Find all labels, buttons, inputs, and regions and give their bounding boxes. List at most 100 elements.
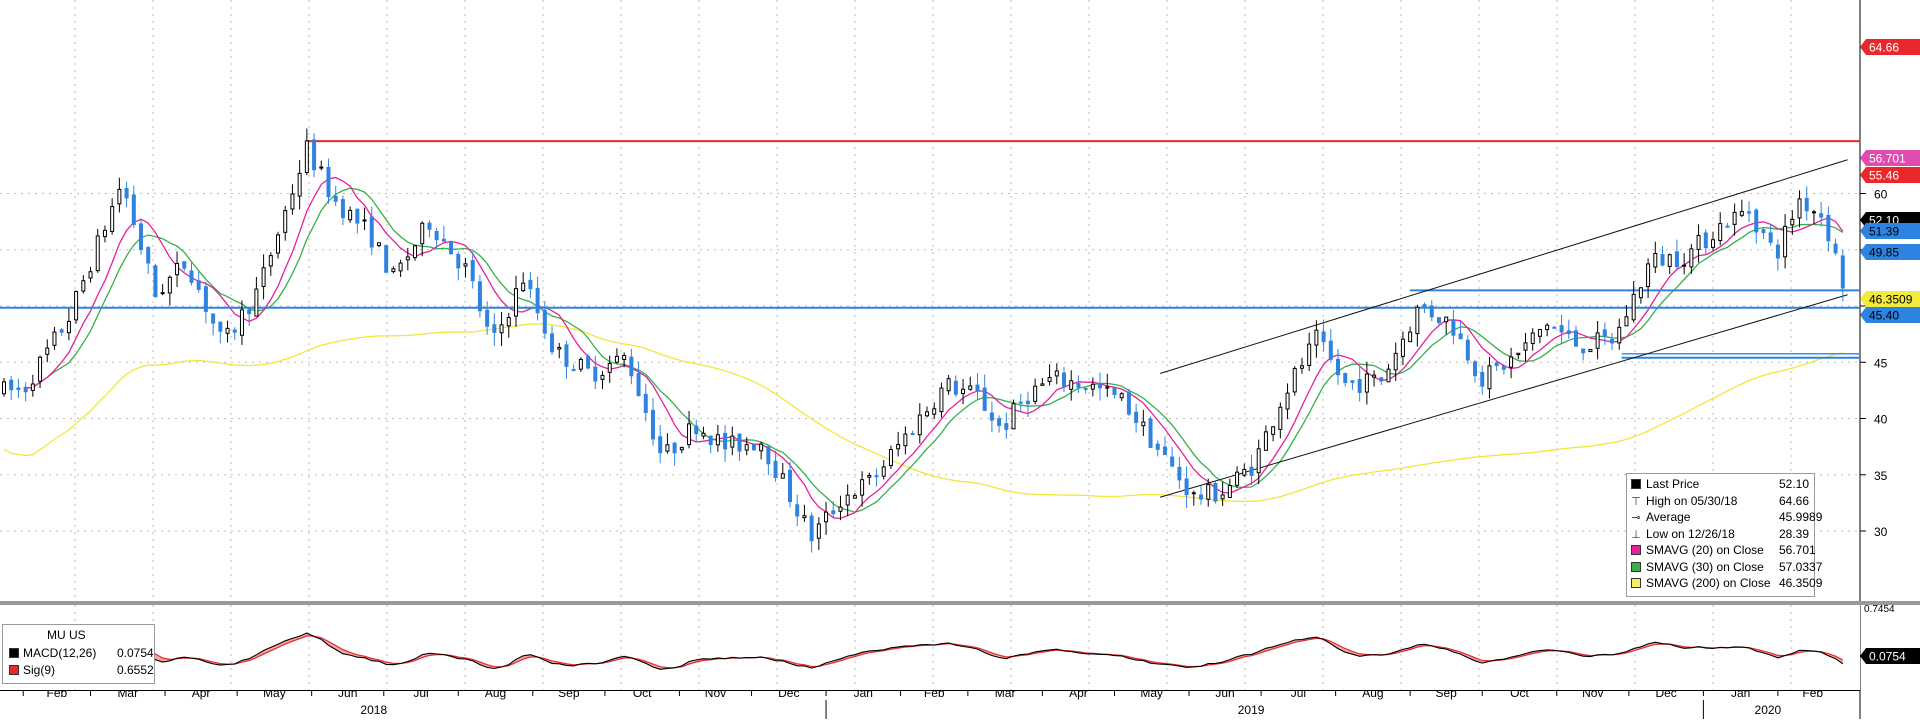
price-tag-text: 51.39 [1869, 225, 1899, 239]
price-tag-text: 45.40 [1869, 309, 1899, 323]
y-tick-label: 35 [1874, 469, 1888, 483]
candle-body [802, 515, 807, 519]
price-tag-shape [1860, 39, 1920, 55]
candle-body [355, 208, 360, 224]
candle-body [1040, 383, 1045, 386]
candle-body [1299, 365, 1304, 369]
candle-body [1047, 377, 1052, 382]
price-tag: 46.3509 [1860, 291, 1920, 307]
candle-body [405, 256, 410, 261]
candle-body [1357, 379, 1362, 393]
candle-body [687, 423, 692, 446]
candle-body [1588, 349, 1593, 353]
candle-body [1451, 319, 1456, 336]
candle-body [838, 506, 843, 512]
candle-body [903, 433, 908, 447]
candle-body [1126, 391, 1131, 415]
candle-body [550, 333, 555, 353]
candle-body [946, 378, 951, 392]
candle-body [384, 245, 389, 273]
candle-body [809, 515, 814, 542]
plot-area [0, 0, 1860, 600]
signal-legend-row: Sig(9) 0.6552 [9, 662, 154, 678]
macd-panel: 0.0754 0.7454 [0, 604, 1920, 690]
candle-body [1804, 197, 1809, 212]
macd-legend-row: MACD(12,26) 0.0754 [9, 645, 154, 661]
candle-body [1263, 431, 1268, 451]
candle-body [766, 446, 771, 465]
candle-body [1646, 263, 1651, 288]
candle-body [1725, 225, 1730, 228]
candle-body [247, 309, 252, 315]
candle-body [1501, 365, 1506, 370]
candle-body [1581, 348, 1586, 354]
candle-body [658, 436, 663, 454]
legend-swatch [1631, 545, 1641, 555]
candle-body [59, 329, 64, 333]
candle-body [1170, 456, 1175, 467]
candle-body [1516, 352, 1521, 356]
candle-body [319, 166, 324, 169]
candle-body [1710, 239, 1715, 248]
candle-body [1307, 343, 1312, 366]
candle-body [1083, 387, 1088, 390]
candle-body [708, 435, 713, 446]
candle-body [463, 263, 468, 267]
candle-body [1674, 251, 1679, 268]
trend-channel [1160, 159, 1848, 498]
candle-body [1530, 332, 1535, 345]
candle-body [1011, 403, 1016, 430]
candle-body [1436, 317, 1441, 324]
candle-body [1718, 223, 1723, 241]
candle-body [723, 432, 728, 450]
candle-body [1177, 466, 1182, 481]
candle-body [1595, 332, 1600, 349]
candle-body [1155, 443, 1160, 450]
candle-body [787, 469, 792, 503]
candle-body [268, 255, 273, 267]
candle-body [16, 387, 21, 391]
legend-row: SMAVG (20) on Close 56.701 [1631, 542, 1816, 558]
candle-body [831, 510, 836, 515]
candle-body [1573, 330, 1578, 347]
candle-body [456, 253, 461, 269]
candle-body [1458, 333, 1463, 340]
y-tick-labels: 30354045505560 [1860, 188, 1888, 539]
candle-body [340, 199, 345, 219]
price-tag: 49.85 [1860, 244, 1920, 260]
price-tag-text: 55.46 [1869, 169, 1899, 183]
legend-row: ⊤ High on 05/30/18 64.66 [1631, 493, 1809, 509]
candle-body [441, 238, 446, 242]
x-year-label: 2018 [360, 703, 387, 717]
candle-body [38, 356, 43, 382]
candle-body [218, 321, 223, 332]
candle-body [66, 320, 71, 334]
candle-body [333, 195, 338, 202]
candle-body [1134, 411, 1139, 423]
candle-body [189, 270, 194, 283]
candle-body [1689, 248, 1694, 268]
candle-body [1220, 494, 1225, 500]
candle-body [513, 288, 518, 317]
candle-body [679, 447, 684, 451]
candle-body [773, 460, 778, 479]
price-tag-shape [1860, 150, 1920, 166]
legend-row: ⊥ Low on 12/26/18 28.39 [1631, 526, 1809, 542]
candle-body [485, 309, 490, 327]
candle-body [932, 408, 937, 415]
signal-line [3, 634, 1844, 669]
candle-body [1292, 368, 1297, 393]
candle-body [1004, 423, 1009, 430]
candle-body [1321, 331, 1326, 343]
candle-body [1552, 326, 1557, 329]
candle-body [297, 172, 302, 197]
legend-row: ⊸ Average 45.9989 [1631, 509, 1822, 525]
candle-body [1653, 252, 1658, 268]
candle-body [961, 388, 966, 395]
candle-body [1819, 213, 1824, 218]
candle-body [1602, 329, 1607, 337]
candle-body [715, 434, 720, 446]
y-tick-label: 60 [1874, 188, 1888, 202]
candle-body [600, 374, 605, 380]
candle-body [211, 313, 216, 324]
